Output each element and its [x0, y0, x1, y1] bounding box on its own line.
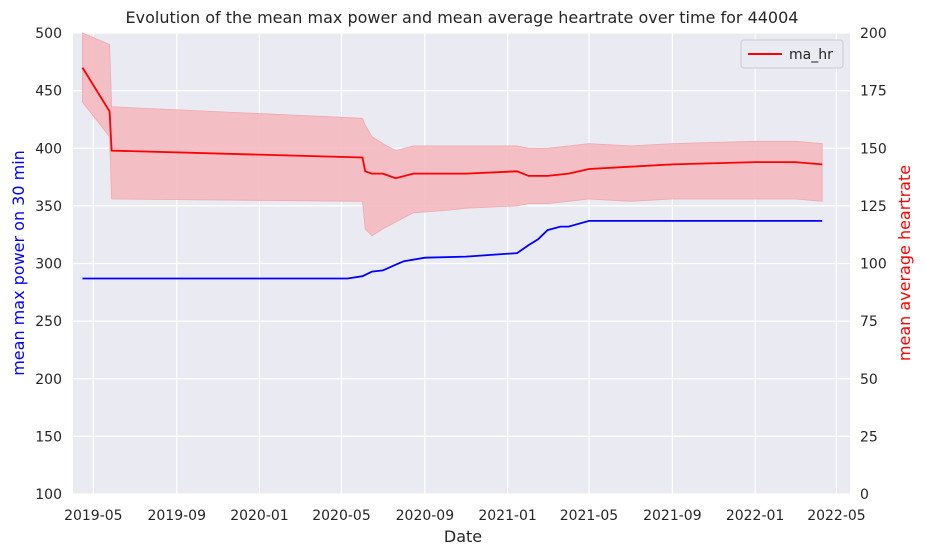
- x-tick-label: 2019-09: [147, 508, 206, 524]
- series-line-ma-hr: [81, 67, 823, 180]
- series-line-power: [82, 219, 823, 280]
- grid-lines: [73, 32, 850, 495]
- x-tick-label: 2021-05: [560, 508, 619, 524]
- confidence-band-layer: [82, 32, 823, 237]
- y-left-tick-label: 500: [35, 26, 62, 42]
- x-tick-label: 2022-01: [726, 508, 785, 524]
- y-right-tick-label: 175: [860, 84, 887, 100]
- x-tick-label: 2020-09: [396, 508, 455, 524]
- y-left-tick-label: 300: [35, 257, 62, 273]
- y-axis-label-left: mean max power on 30 min: [9, 150, 28, 376]
- legend-box: [740, 39, 844, 69]
- x-tick-label: 2020-05: [312, 508, 371, 524]
- y-left-tick-label: 450: [35, 84, 62, 100]
- y-right-tick-label: 125: [860, 199, 887, 215]
- y-right-tick-label: 100: [860, 257, 887, 273]
- y-left-tick-label: 350: [35, 199, 62, 215]
- series-lines: [81, 67, 823, 280]
- y-left-tick-label: 400: [35, 141, 62, 157]
- legend: ma_hr: [740, 39, 844, 69]
- y-right-tick-label: 25: [860, 429, 878, 445]
- y-axis-label-right: mean average heartrate: [895, 165, 914, 361]
- y-left-tick-labels: 100 150 200 250 300 350 400 450 500: [35, 26, 62, 503]
- y-right-tick-label: 75: [860, 314, 878, 330]
- x-tick-labels: 2019-05 2019-09 2020-01 2020-05 2020-09 2021-…: [64, 508, 866, 524]
- y-right-tick-labels: 0 25 50 75 100 125 150 175 200: [860, 26, 887, 503]
- y-right-tick-label: 0: [860, 487, 869, 503]
- y-left-tick-label: 100: [35, 487, 62, 503]
- y-right-tick-label: 150: [860, 141, 887, 157]
- chart-title: Evolution of the mean max power and mean…: [126, 8, 799, 27]
- y-left-tick-label: 200: [35, 372, 62, 388]
- x-tick-label: 2019-05: [64, 508, 123, 524]
- x-tick-label: 2022-05: [807, 508, 866, 524]
- y-right-tick-label: 50: [860, 372, 878, 388]
- x-tick-label: 2021-01: [478, 508, 537, 524]
- y-right-tick-label: 200: [860, 26, 887, 42]
- y-left-tick-label: 250: [35, 314, 62, 330]
- x-axis-label: Date: [444, 527, 482, 546]
- x-tick-label: 2020-01: [230, 508, 289, 524]
- x-tick-label: 2021-09: [643, 508, 702, 524]
- hr-confidence-band: [82, 32, 823, 237]
- legend-label-ma-hr: ma_hr: [789, 47, 833, 63]
- y-left-tick-label: 150: [35, 429, 62, 445]
